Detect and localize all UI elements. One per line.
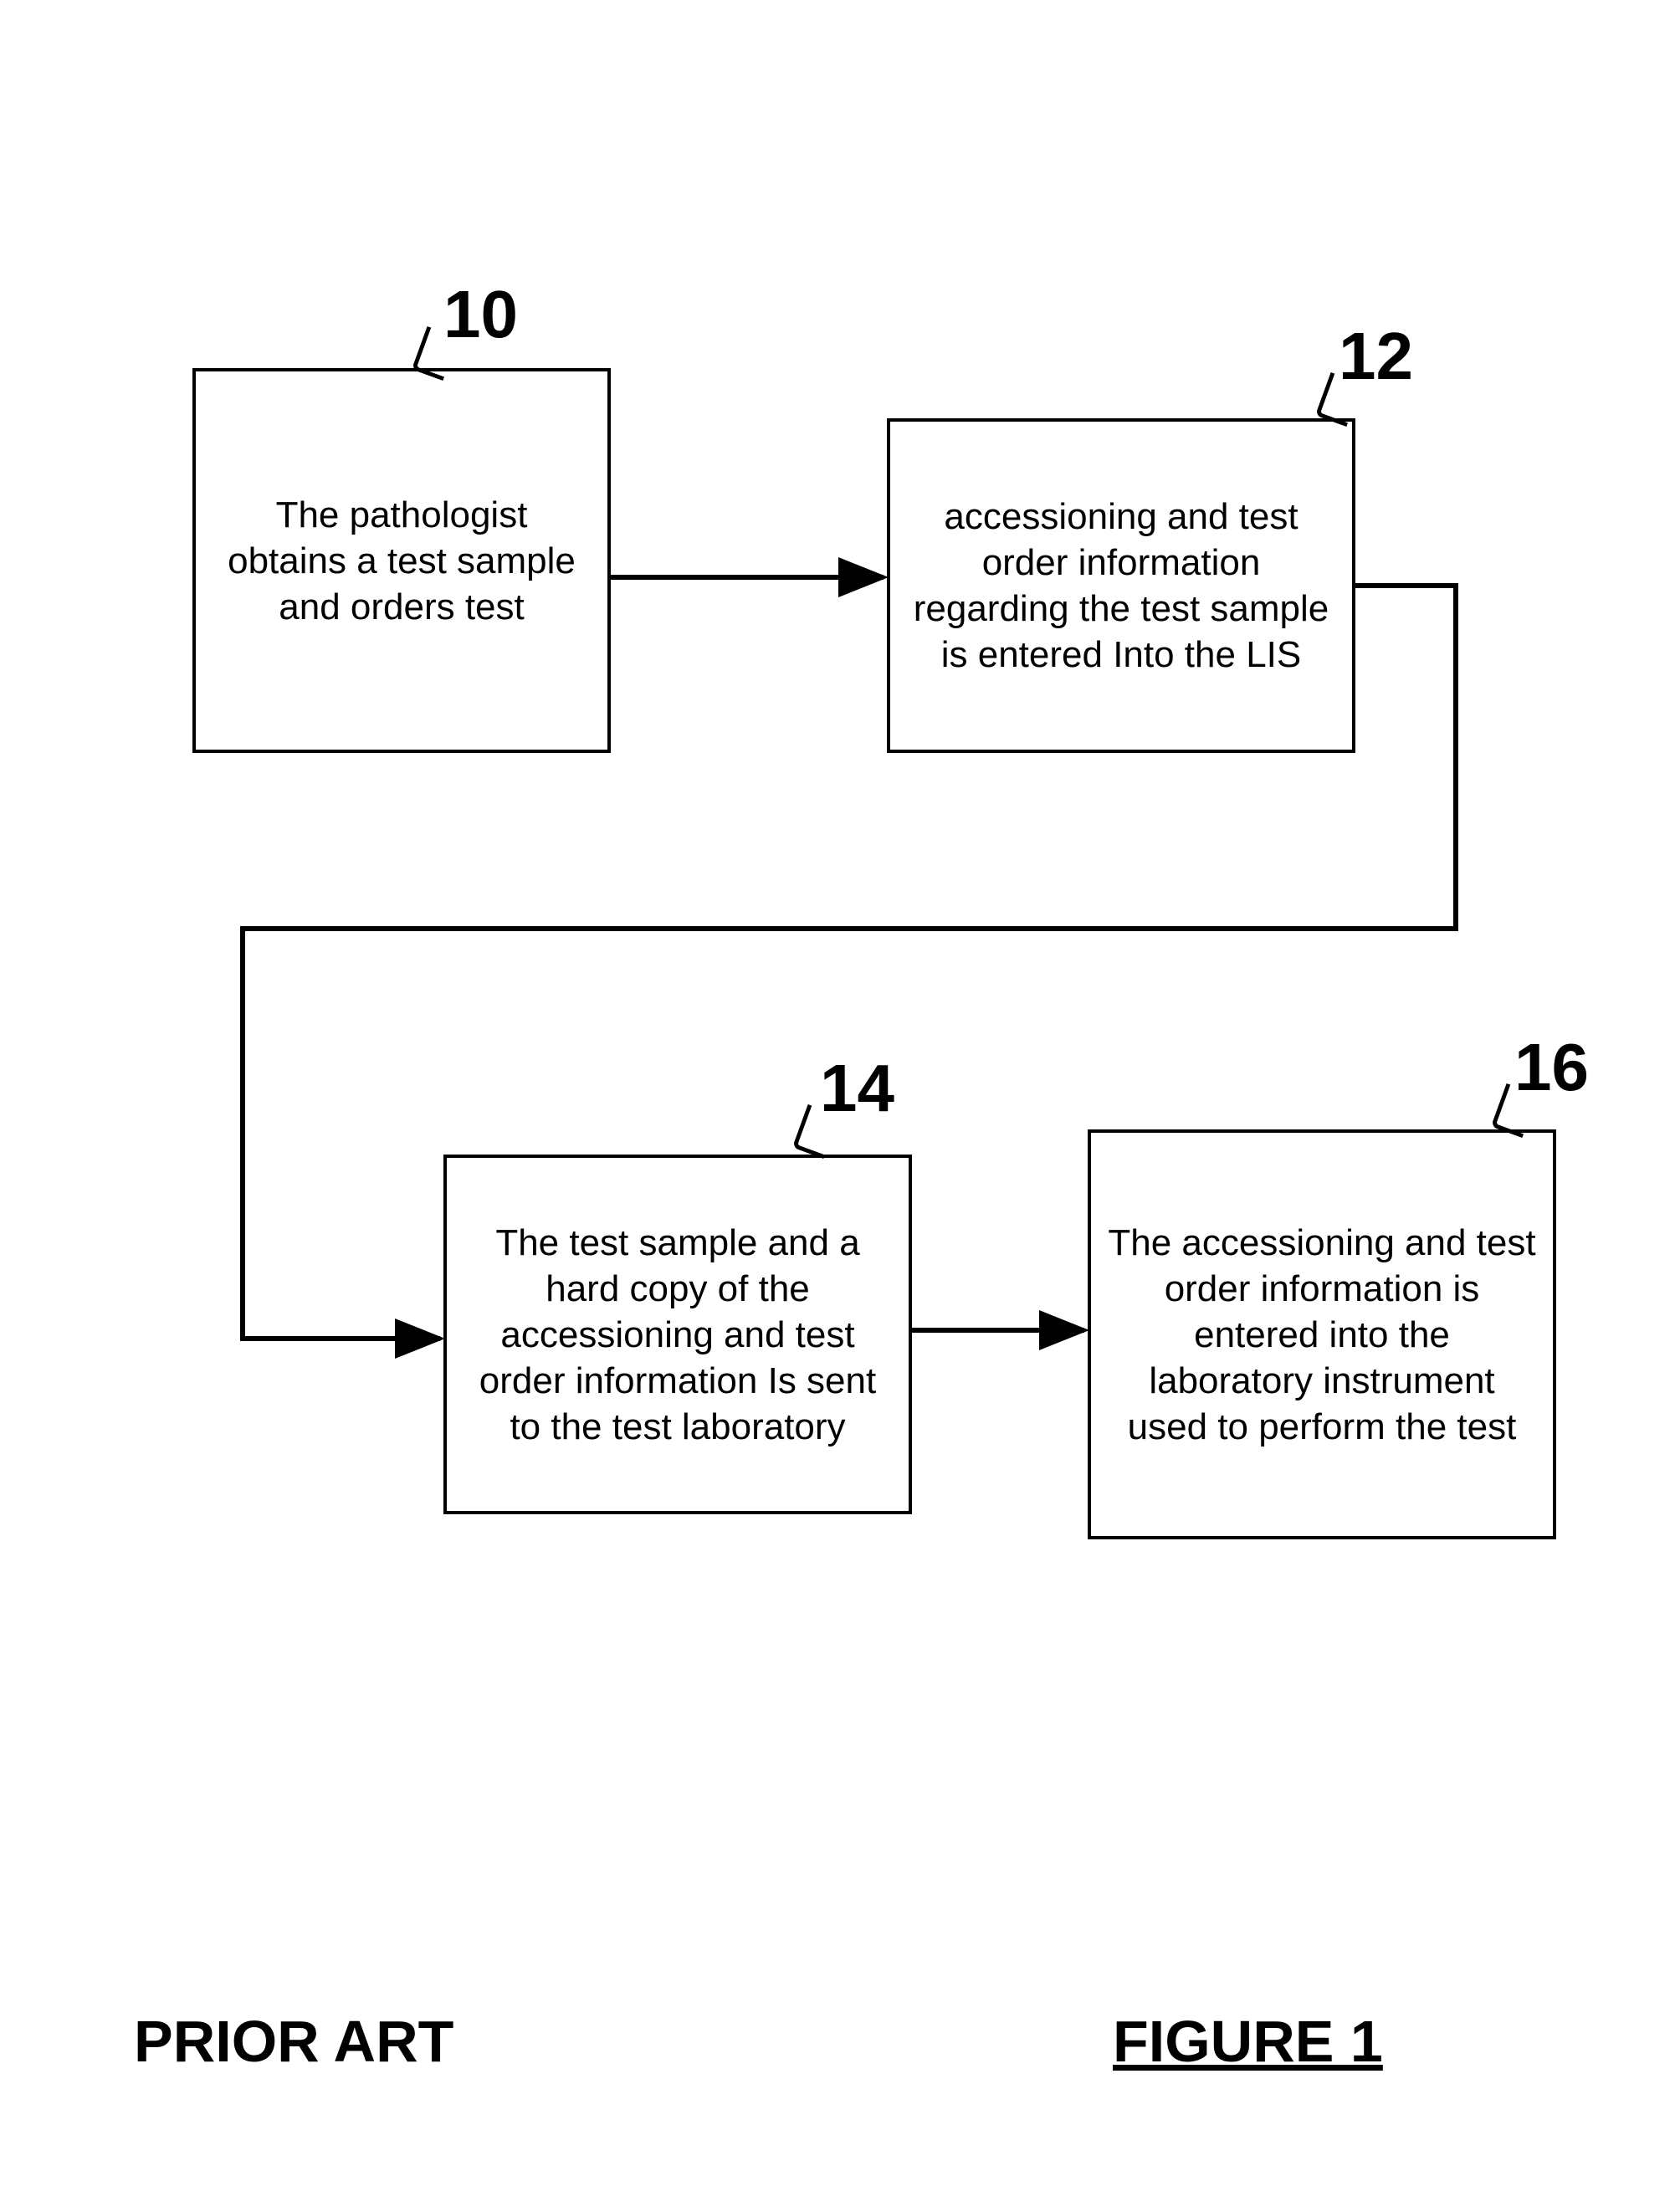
ref-label-12: 12 [1339, 318, 1413, 395]
prior-art-label: PRIOR ART [134, 2008, 453, 2075]
flow-box-12-text: accessioning and test order information … [907, 494, 1335, 678]
ref-label-10: 10 [443, 276, 518, 353]
flow-box-14-text: The test sample and a hard copy of the a… [464, 1220, 892, 1450]
flow-box-10: The pathologist obtains a test sample an… [192, 368, 611, 753]
flow-box-16: The accessioning and test order informat… [1088, 1129, 1556, 1539]
ref-label-14: 14 [820, 1050, 894, 1127]
flow-box-10-text: The pathologist obtains a test sample an… [213, 492, 591, 630]
flow-box-12: accessioning and test order information … [887, 418, 1355, 753]
ref-label-16: 16 [1514, 1029, 1589, 1106]
figure-label: FIGURE 1 [1113, 2008, 1383, 2075]
flow-box-16-text: The accessioning and test order informat… [1108, 1220, 1536, 1450]
flow-box-14: The test sample and a hard copy of the a… [443, 1155, 912, 1514]
